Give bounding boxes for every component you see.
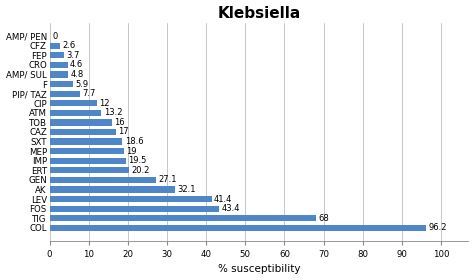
Text: 43.4: 43.4 <box>222 204 240 213</box>
Text: 2.6: 2.6 <box>62 41 75 50</box>
Bar <box>50 52 64 59</box>
Bar <box>50 167 128 173</box>
Text: 16: 16 <box>115 118 125 127</box>
Text: 68: 68 <box>318 214 329 223</box>
Bar <box>50 90 80 97</box>
Bar <box>50 71 68 78</box>
X-axis label: % susceptibility: % susceptibility <box>218 264 300 274</box>
Title: Klebsiella: Klebsiella <box>218 6 301 20</box>
Text: 12: 12 <box>99 99 109 108</box>
Text: 19: 19 <box>126 147 137 156</box>
Bar <box>50 177 155 183</box>
Text: 4.6: 4.6 <box>70 60 83 69</box>
Text: 27.1: 27.1 <box>158 175 176 185</box>
Bar <box>50 129 116 135</box>
Bar <box>50 148 124 154</box>
Text: 17: 17 <box>118 127 129 136</box>
Text: 19.5: 19.5 <box>128 156 146 165</box>
Bar <box>50 100 97 106</box>
Bar <box>50 225 426 231</box>
Bar <box>50 206 219 212</box>
Bar <box>50 110 101 116</box>
Bar <box>50 119 112 125</box>
Text: 32.1: 32.1 <box>178 185 196 194</box>
Bar <box>50 138 122 145</box>
Text: 20.2: 20.2 <box>131 166 149 175</box>
Bar <box>50 81 73 87</box>
Text: 41.4: 41.4 <box>214 195 232 204</box>
Bar <box>50 62 68 68</box>
Bar <box>50 158 126 164</box>
Text: 0: 0 <box>53 32 58 41</box>
Bar <box>50 215 316 221</box>
Text: 7.7: 7.7 <box>82 89 95 98</box>
Bar <box>50 196 212 202</box>
Text: 13.2: 13.2 <box>104 108 122 117</box>
Text: 18.6: 18.6 <box>125 137 143 146</box>
Text: 4.8: 4.8 <box>71 70 84 79</box>
Bar <box>50 186 175 193</box>
Text: 96.2: 96.2 <box>428 223 447 232</box>
Bar <box>50 43 60 49</box>
Text: 3.7: 3.7 <box>66 51 80 60</box>
Text: 5.9: 5.9 <box>75 80 88 88</box>
